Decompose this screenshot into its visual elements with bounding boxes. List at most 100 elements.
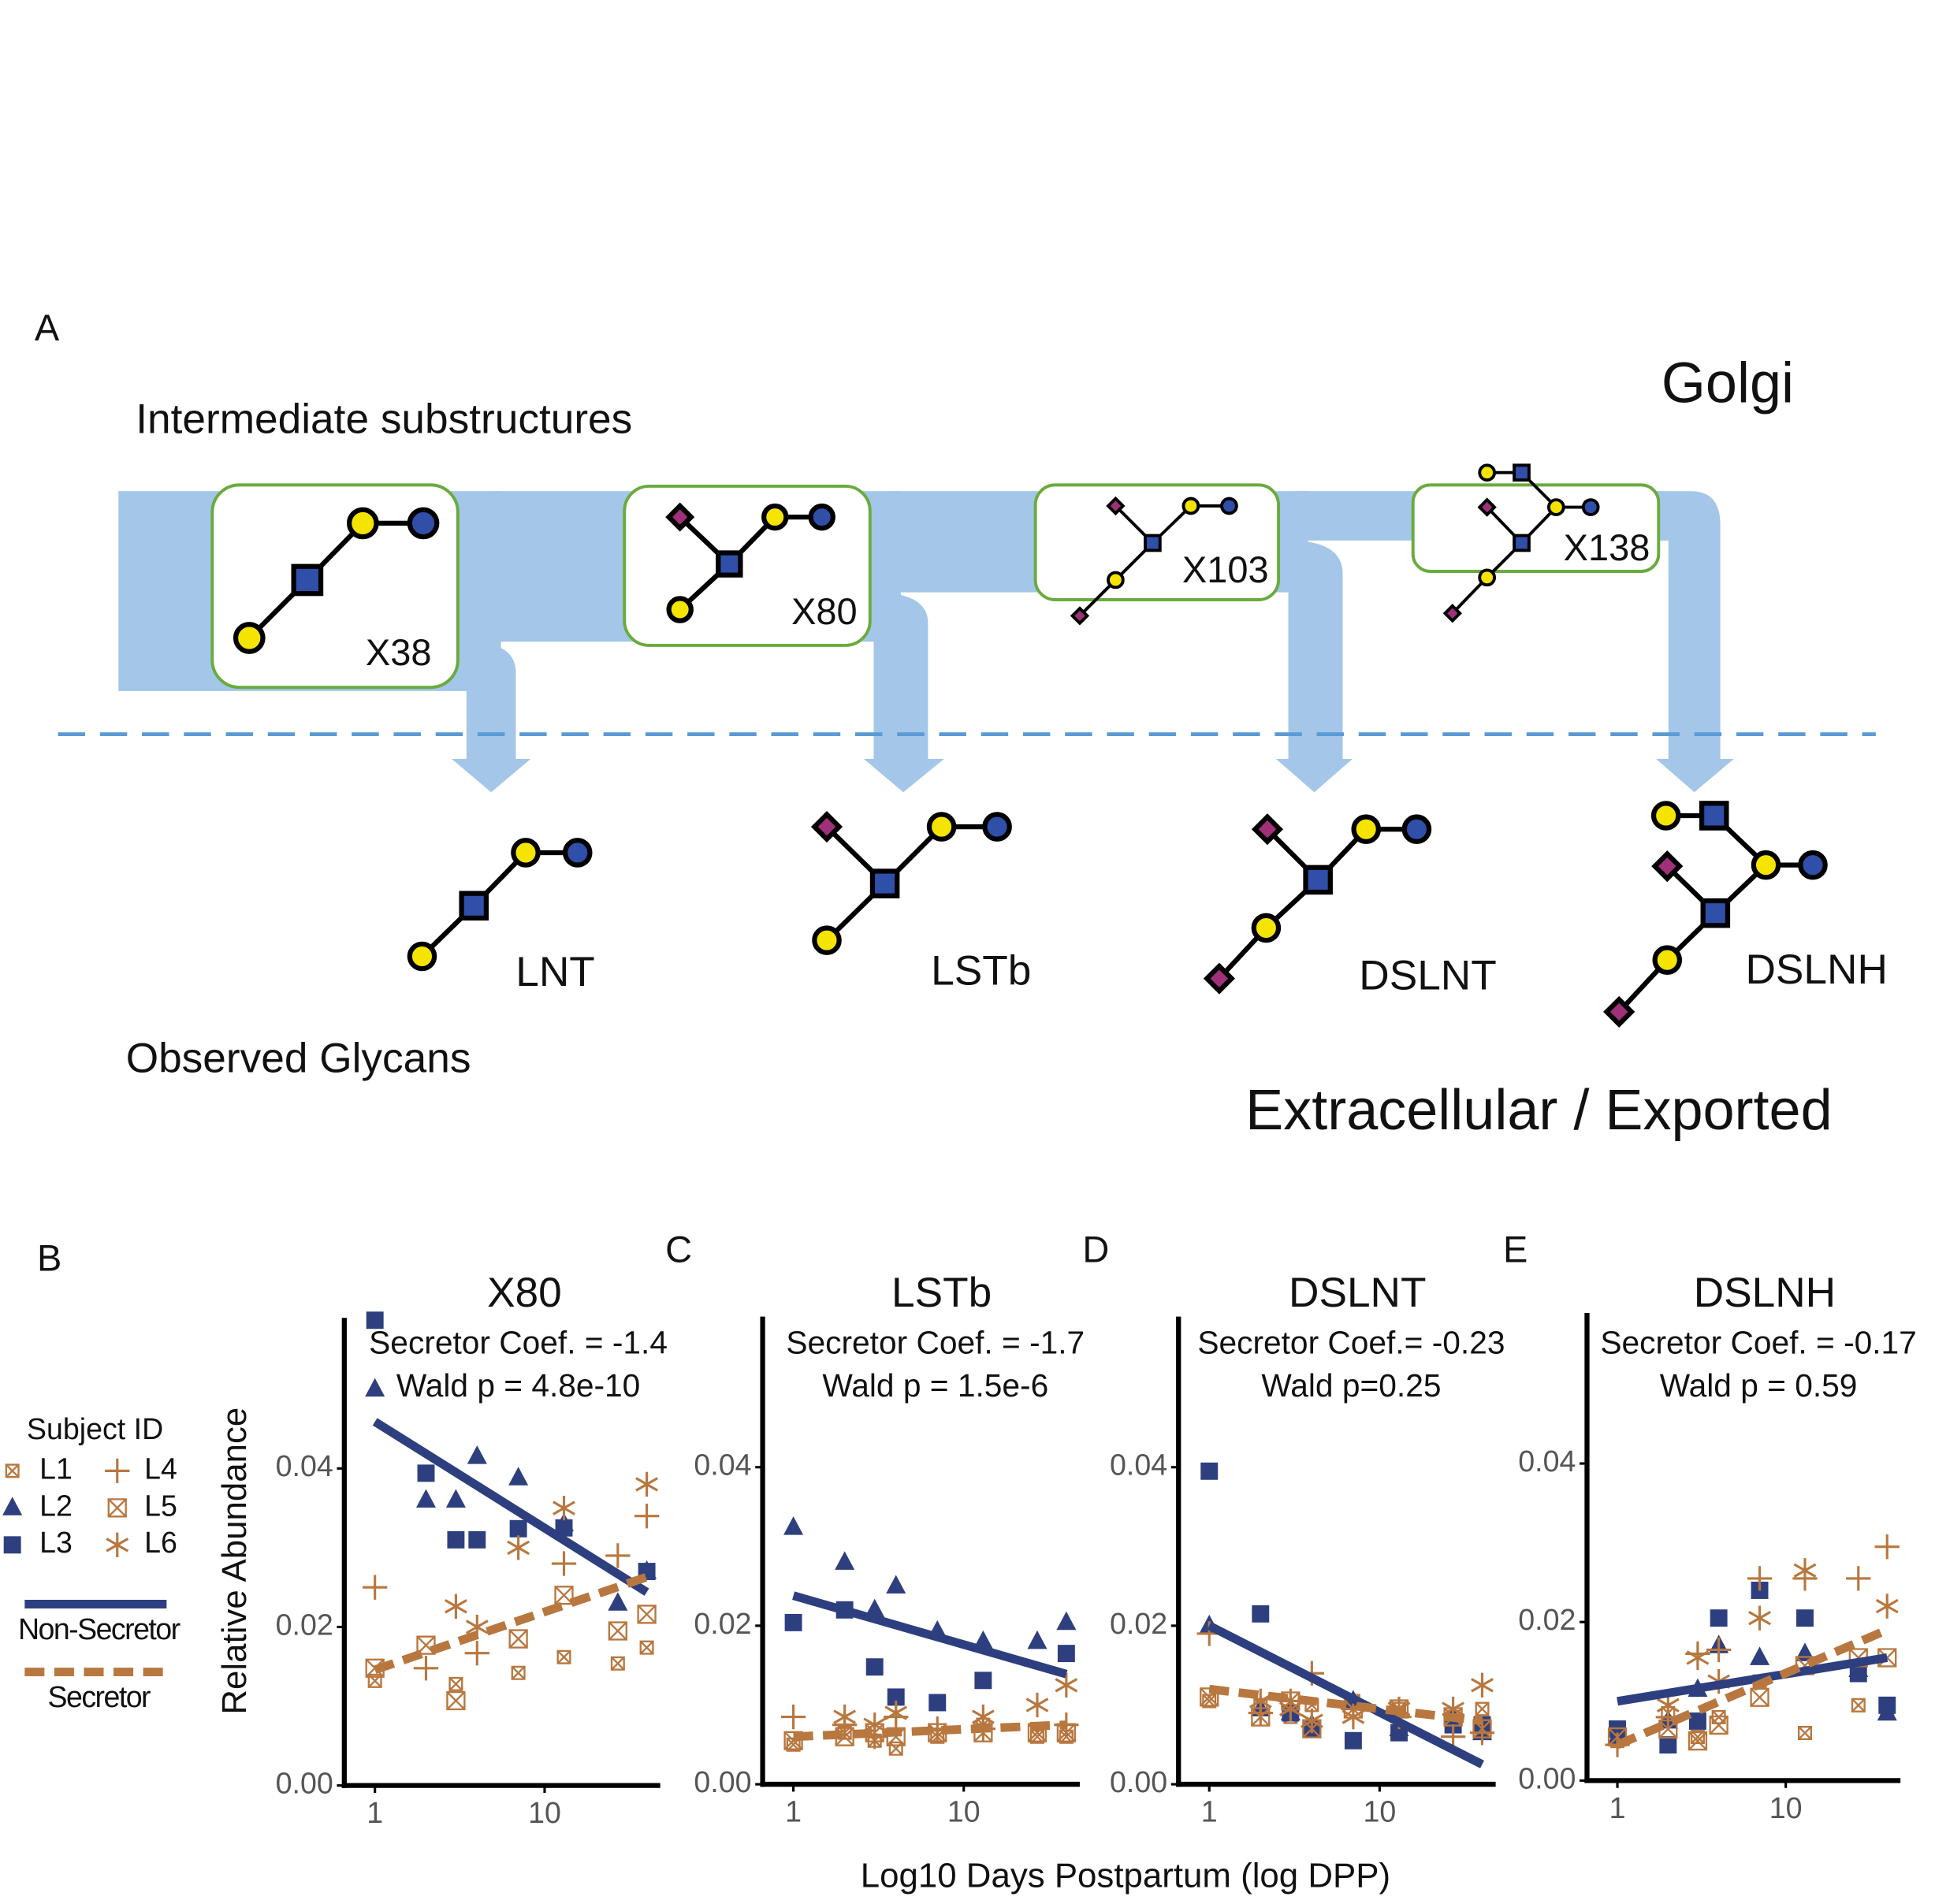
point bbox=[553, 1495, 575, 1521]
legend-label: L2 bbox=[39, 1489, 73, 1522]
x-tick-label: 1 bbox=[785, 1795, 802, 1828]
y-tick-label: 0.00 bbox=[276, 1767, 333, 1800]
y-tick-label: 0.02 bbox=[1110, 1607, 1167, 1640]
y-axis-label: Relative Abundance bbox=[215, 1408, 254, 1715]
fit-line bbox=[372, 1418, 649, 1596]
fit-line bbox=[1617, 1653, 1888, 1706]
galactose bbox=[1650, 801, 1681, 831]
panel-label: C bbox=[665, 1229, 692, 1270]
point bbox=[1055, 1672, 1078, 1698]
y-tick-label: 0.00 bbox=[1518, 1761, 1576, 1794]
glycan-label: LNT bbox=[515, 949, 595, 995]
legend-label: L3 bbox=[39, 1526, 73, 1559]
y-tick-label: 0.04 bbox=[276, 1449, 333, 1482]
galactose bbox=[407, 941, 437, 972]
point bbox=[1475, 1701, 1490, 1716]
galactose bbox=[1351, 814, 1382, 845]
annotation: Secretor Coef.= -0.23 bbox=[1197, 1324, 1505, 1360]
sialic-acid bbox=[1651, 850, 1684, 883]
point bbox=[444, 1593, 467, 1619]
galactose bbox=[761, 503, 789, 531]
sialic-acid bbox=[810, 810, 843, 843]
point bbox=[508, 1467, 529, 1486]
fit-line bbox=[793, 1720, 1067, 1742]
point bbox=[1878, 1696, 1896, 1714]
galactose bbox=[1478, 568, 1497, 587]
annotation: Secretor Coef. = -1.4 bbox=[369, 1324, 668, 1360]
glucose bbox=[1798, 850, 1828, 880]
point bbox=[784, 1613, 802, 1631]
y-tick-label: 0.02 bbox=[276, 1608, 333, 1641]
export-label: Extracellular / Exported bbox=[1245, 1079, 1833, 1142]
point bbox=[511, 1665, 526, 1680]
chart-title: X80 bbox=[487, 1270, 562, 1316]
annotation: Wald p=0.25 bbox=[1261, 1367, 1441, 1404]
point bbox=[605, 1543, 631, 1568]
point bbox=[888, 1741, 903, 1756]
galactose bbox=[812, 925, 842, 955]
substructure-label: X80 bbox=[791, 590, 858, 632]
glucose bbox=[1401, 814, 1432, 845]
fit-line bbox=[1207, 1622, 1484, 1768]
point bbox=[1251, 1707, 1271, 1727]
x-tick-label: 10 bbox=[528, 1796, 561, 1829]
fit-line bbox=[1615, 1626, 1889, 1750]
y-tick-label: 0.00 bbox=[694, 1765, 751, 1798]
glycan-label: DSLNT bbox=[1359, 953, 1496, 999]
fit-line bbox=[1208, 1684, 1483, 1726]
point bbox=[635, 1471, 658, 1497]
galactose bbox=[1107, 571, 1125, 589]
point bbox=[413, 1656, 439, 1681]
point bbox=[1688, 1731, 1708, 1751]
fit-line bbox=[792, 1591, 1068, 1679]
glcnac bbox=[291, 563, 324, 597]
glucose bbox=[808, 503, 835, 531]
point bbox=[1057, 1645, 1075, 1663]
chart-title: DSLNH bbox=[1694, 1270, 1836, 1316]
y-tick-label: 0.04 bbox=[1518, 1445, 1576, 1478]
y-tick-label: 0.00 bbox=[1110, 1765, 1167, 1798]
point bbox=[780, 1704, 806, 1730]
point bbox=[1025, 1692, 1049, 1718]
x-tick-label: 1 bbox=[367, 1796, 383, 1829]
point bbox=[974, 1672, 992, 1690]
point bbox=[551, 1551, 577, 1576]
legend-symbol bbox=[107, 1498, 127, 1518]
point bbox=[507, 1535, 530, 1560]
point bbox=[608, 1592, 628, 1611]
legend-title: Subject ID bbox=[27, 1412, 163, 1445]
chart-title: DSLNT bbox=[1289, 1270, 1426, 1316]
panel-label: D bbox=[1082, 1229, 1109, 1270]
glycan-label: DSLNH bbox=[1745, 946, 1887, 993]
legend-label: Secretor bbox=[48, 1680, 151, 1713]
sialic-acid bbox=[1442, 604, 1462, 623]
point bbox=[886, 1575, 906, 1594]
point bbox=[1849, 1664, 1867, 1683]
point bbox=[1278, 1696, 1302, 1722]
point bbox=[835, 1551, 855, 1570]
point bbox=[1747, 1566, 1773, 1591]
glcnac bbox=[1513, 463, 1531, 482]
chart-title: LSTb bbox=[891, 1270, 992, 1316]
sialic-acid bbox=[1477, 497, 1497, 517]
point bbox=[1252, 1605, 1270, 1623]
glcnac bbox=[869, 868, 900, 898]
y-tick-label: 0.04 bbox=[694, 1448, 751, 1482]
galactose bbox=[1181, 496, 1200, 515]
point bbox=[415, 1489, 437, 1508]
point bbox=[1659, 1736, 1677, 1754]
sialic-acid bbox=[1203, 962, 1235, 995]
point bbox=[1686, 1645, 1710, 1671]
glucose bbox=[562, 838, 593, 868]
point bbox=[417, 1464, 435, 1482]
point bbox=[1300, 1708, 1323, 1734]
point bbox=[508, 1629, 528, 1649]
point bbox=[884, 1700, 908, 1726]
panel-label: B bbox=[37, 1237, 61, 1279]
glucose bbox=[407, 507, 440, 540]
sialic-acid bbox=[665, 502, 695, 532]
sialic-acid bbox=[1106, 496, 1126, 516]
panel-label: E bbox=[1503, 1229, 1528, 1270]
point bbox=[1344, 1731, 1362, 1750]
point bbox=[467, 1445, 487, 1464]
